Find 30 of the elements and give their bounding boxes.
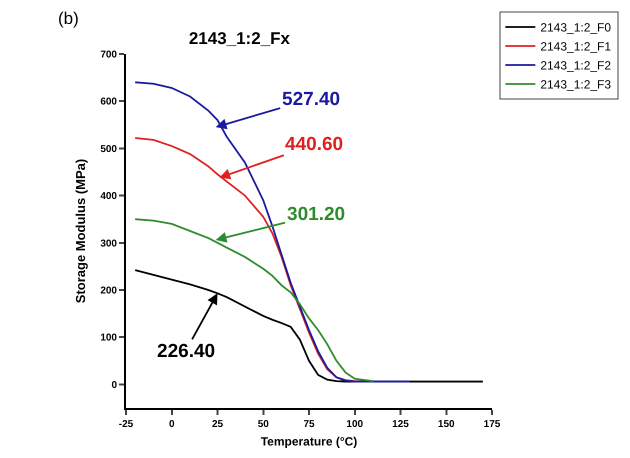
y-tick-label: 100: [100, 332, 118, 344]
legend-label: 2143_1:2_F3: [540, 78, 612, 92]
y-tick-label: 300: [100, 238, 118, 250]
x-tick-label: 0: [168, 419, 175, 430]
x-tick-label: 50: [258, 419, 270, 430]
chart-title: 2143_1:2_Fx: [188, 28, 291, 48]
x-tick-label: 150: [438, 419, 456, 430]
y-axis-title: Storage Modulus (MPa): [72, 158, 88, 304]
x-tick-label: 75: [303, 419, 315, 430]
x-tick-label: 25: [212, 419, 224, 430]
y-tick-label: 600: [100, 96, 118, 108]
annotation: 301.20: [287, 204, 346, 225]
x-tick-label: 175: [484, 419, 501, 430]
text: (b): [58, 9, 79, 28]
x-tick-label: 100: [346, 419, 364, 430]
x-tick-label: 125: [392, 419, 410, 430]
legend-label: 2143_1:2_F0: [540, 20, 612, 35]
y-tick-label: 700: [100, 50, 118, 60]
annotation: 226.40: [157, 341, 216, 362]
annotation: 527.40: [282, 89, 340, 110]
x-tick-label: -25: [118, 419, 134, 430]
line-series: [134, 81, 411, 382]
legend-label: 2143_1:2_F1: [540, 40, 612, 54]
y-tick-label: 0: [111, 380, 118, 391]
y-tick-label: 400: [100, 191, 118, 202]
legend-label: 2143_1:2_F2: [540, 58, 612, 73]
y-tick-label: 200: [100, 286, 118, 296]
x-axis-title: Temperature (°C): [260, 434, 358, 448]
y-tick-label: 500: [100, 144, 118, 155]
annotation: 440.60: [285, 134, 344, 155]
